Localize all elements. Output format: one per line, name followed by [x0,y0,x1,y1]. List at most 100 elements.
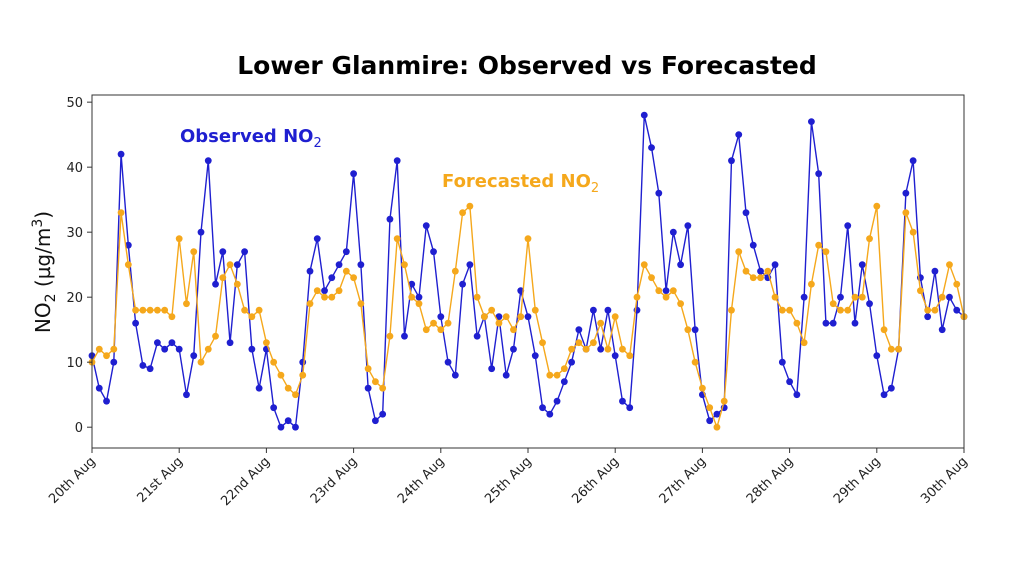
data-point [684,326,692,334]
series-line [91,115,965,429]
data-point [408,293,416,301]
data-point [735,131,743,139]
data-point [510,345,517,353]
data-point [459,209,466,217]
data-point [146,365,154,373]
data-point [204,157,212,165]
data-point [946,293,953,301]
data-point [742,267,750,275]
data-point [560,365,568,373]
data-point [691,358,699,366]
data-point [735,248,743,256]
data-point [422,222,430,230]
data-point [909,157,917,165]
data-point [749,241,757,249]
data-point [466,261,474,269]
data-point [212,280,219,288]
data-point [430,248,437,256]
data-point [408,280,416,288]
data-point [757,274,764,282]
data-point [103,352,110,360]
data-point [713,423,721,431]
chart-title: Lower Glanmire: Observed vs Forecasted [237,51,817,80]
data-point [669,228,677,236]
data-point [706,404,714,412]
x-tick-label: 22nd Aug [218,454,273,509]
data-point [95,384,103,392]
data-point [531,306,539,314]
data-point [837,306,844,314]
data-point [524,235,532,243]
data-point [364,384,372,392]
data-point [742,209,750,217]
data-point [335,287,343,295]
data-point [401,332,408,340]
data-point [124,241,132,249]
data-point [590,339,597,347]
data-point [786,306,793,314]
data-point [524,313,532,321]
data-point [263,339,270,347]
data-point [568,345,575,353]
data-point [154,339,161,347]
data-point [720,397,728,405]
data-point [640,111,648,119]
data-point [924,306,932,314]
data-point [197,228,205,236]
data-point [313,287,321,295]
data-point [800,339,808,347]
x-tick-label: 29th Aug [831,454,884,507]
data-point [306,300,314,308]
data-point [662,293,670,301]
data-point [887,384,895,392]
y-tick-label: 20 [66,291,83,306]
data-point [146,306,154,314]
data-point [582,345,590,353]
data-point [866,235,873,243]
data-point [699,384,706,392]
data-point [808,280,815,288]
x-tick-label: 26th Aug [569,454,622,507]
data-point [226,261,234,269]
data-point [880,326,888,334]
y-tick-label: 50 [66,96,83,111]
data-point [132,319,140,327]
data-point [473,332,481,340]
x-tick-label: 28th Aug [744,454,797,507]
x-tick-label: 25th Aug [482,454,535,507]
data-point [190,248,198,256]
data-point [844,222,852,230]
data-point [793,391,801,399]
data-point [502,371,510,379]
data-point [241,248,249,256]
data-point [510,326,517,334]
data-point [851,319,859,327]
data-point [597,345,605,353]
data-point [386,215,394,223]
data-point [95,345,103,353]
data-point [154,306,161,314]
data-point [590,306,597,314]
data-point [255,384,263,392]
data-point [778,358,786,366]
data-point [117,150,125,158]
data-point [451,371,459,379]
data-point [183,300,190,308]
data-point [168,313,176,321]
x-tick-label: 30th Aug [918,454,971,507]
data-point [386,332,394,340]
data-point [357,261,365,269]
data-point [401,261,408,269]
data-point [488,365,496,373]
data-point [873,202,881,210]
data-point [321,293,328,301]
data-point [684,222,692,230]
data-point [648,144,655,152]
data-point [219,248,227,256]
data-point [335,261,343,269]
x-tick-label: 24th Aug [395,454,448,507]
data-point [633,293,641,301]
data-point [691,326,699,334]
data-point [604,306,612,314]
data-point [844,306,852,314]
